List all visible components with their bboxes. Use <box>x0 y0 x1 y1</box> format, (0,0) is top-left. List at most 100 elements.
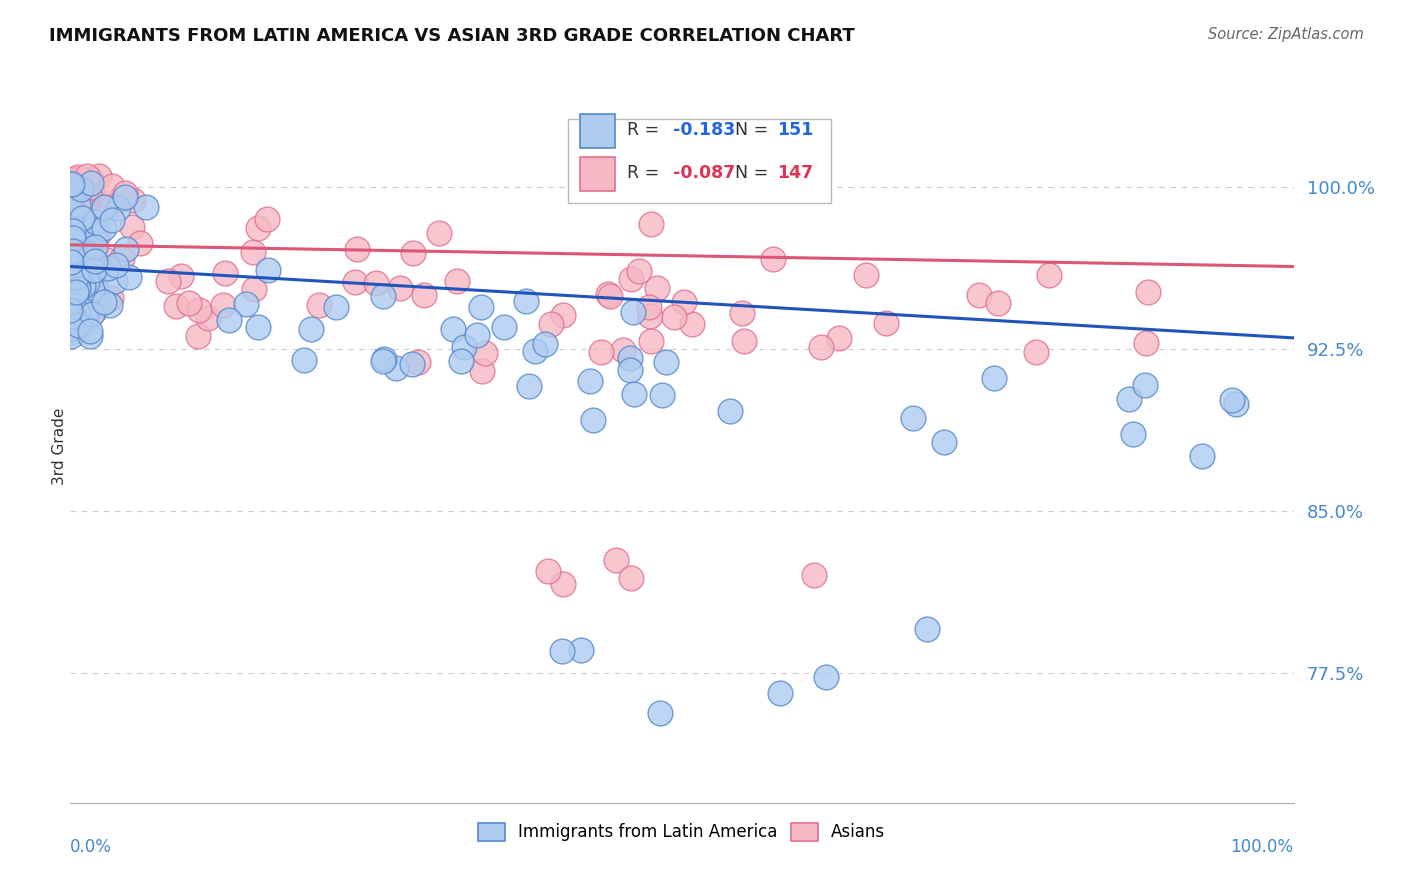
Point <box>59 201 82 215</box>
Point <box>70 270 93 285</box>
Point <box>242 245 264 260</box>
Point <box>118 269 141 284</box>
Point <box>59 221 82 235</box>
Point <box>517 379 540 393</box>
Point <box>165 299 187 313</box>
Point <box>645 281 668 295</box>
Point <box>401 357 423 371</box>
Point <box>59 178 82 193</box>
Point <box>67 209 90 223</box>
Point <box>718 403 741 417</box>
Point <box>70 181 93 195</box>
Point <box>515 293 537 308</box>
Point <box>77 252 100 267</box>
Point <box>247 220 270 235</box>
Point <box>59 293 82 308</box>
Point <box>655 354 678 368</box>
Point <box>673 295 696 310</box>
Point <box>627 264 650 278</box>
Point <box>59 250 82 264</box>
Point <box>620 571 643 585</box>
Point <box>67 257 90 271</box>
Point <box>406 355 429 369</box>
Point <box>60 302 83 317</box>
Point <box>83 254 105 268</box>
Point <box>101 213 124 227</box>
Point <box>385 360 408 375</box>
Point <box>82 187 104 202</box>
Point <box>534 337 557 351</box>
Point <box>69 319 91 334</box>
Point <box>591 344 613 359</box>
Point <box>107 201 129 215</box>
Point <box>810 340 832 354</box>
Point <box>256 211 278 226</box>
Point <box>1038 268 1060 282</box>
Point <box>769 686 792 700</box>
Text: N =: N = <box>734 121 773 139</box>
Text: Source: ZipAtlas.com: Source: ZipAtlas.com <box>1208 27 1364 42</box>
Point <box>59 310 82 324</box>
Point <box>682 318 704 332</box>
Point <box>93 200 115 214</box>
Point <box>619 272 641 286</box>
Point <box>66 318 89 333</box>
Point <box>80 282 103 296</box>
Point <box>93 294 115 309</box>
Point <box>59 202 82 216</box>
Point <box>101 178 124 193</box>
Point <box>100 291 122 305</box>
Point <box>59 260 82 274</box>
Point <box>1220 393 1243 408</box>
Point <box>84 230 107 244</box>
Point <box>1225 397 1247 411</box>
Text: -0.183: -0.183 <box>673 121 735 139</box>
Point <box>59 322 82 336</box>
Point <box>177 295 200 310</box>
Point <box>75 245 97 260</box>
Point <box>84 215 107 229</box>
Point <box>59 227 82 242</box>
Point <box>62 309 84 323</box>
Point <box>75 308 97 322</box>
Point <box>60 260 83 275</box>
Point <box>60 199 83 213</box>
Point <box>62 244 84 259</box>
Point <box>73 302 96 317</box>
Point <box>59 281 82 295</box>
Point <box>59 224 82 238</box>
Point <box>65 232 87 246</box>
Point <box>80 180 103 194</box>
Point <box>114 242 136 256</box>
Point <box>214 266 236 280</box>
Point <box>308 297 330 311</box>
Point <box>67 197 90 211</box>
Point <box>1122 426 1144 441</box>
FancyBboxPatch shape <box>581 114 614 148</box>
Point <box>59 277 82 291</box>
Point <box>1118 392 1140 407</box>
Point <box>59 328 82 343</box>
Point <box>60 312 83 326</box>
Point <box>537 564 560 578</box>
Point <box>523 344 546 359</box>
Point <box>63 294 86 309</box>
FancyBboxPatch shape <box>568 120 831 203</box>
Point <box>59 252 82 266</box>
Point <box>828 331 851 345</box>
Point <box>243 282 266 296</box>
Point <box>59 295 82 310</box>
Point <box>79 249 101 263</box>
Point <box>662 310 685 324</box>
Point <box>60 254 83 268</box>
Point <box>62 231 84 245</box>
Point <box>218 313 240 327</box>
Point <box>59 214 82 228</box>
Text: 100.0%: 100.0% <box>1230 838 1294 856</box>
Point <box>638 300 661 314</box>
Point <box>932 434 955 449</box>
Point <box>371 354 394 368</box>
Point <box>60 227 83 241</box>
Point <box>446 274 468 288</box>
Point <box>66 305 89 319</box>
